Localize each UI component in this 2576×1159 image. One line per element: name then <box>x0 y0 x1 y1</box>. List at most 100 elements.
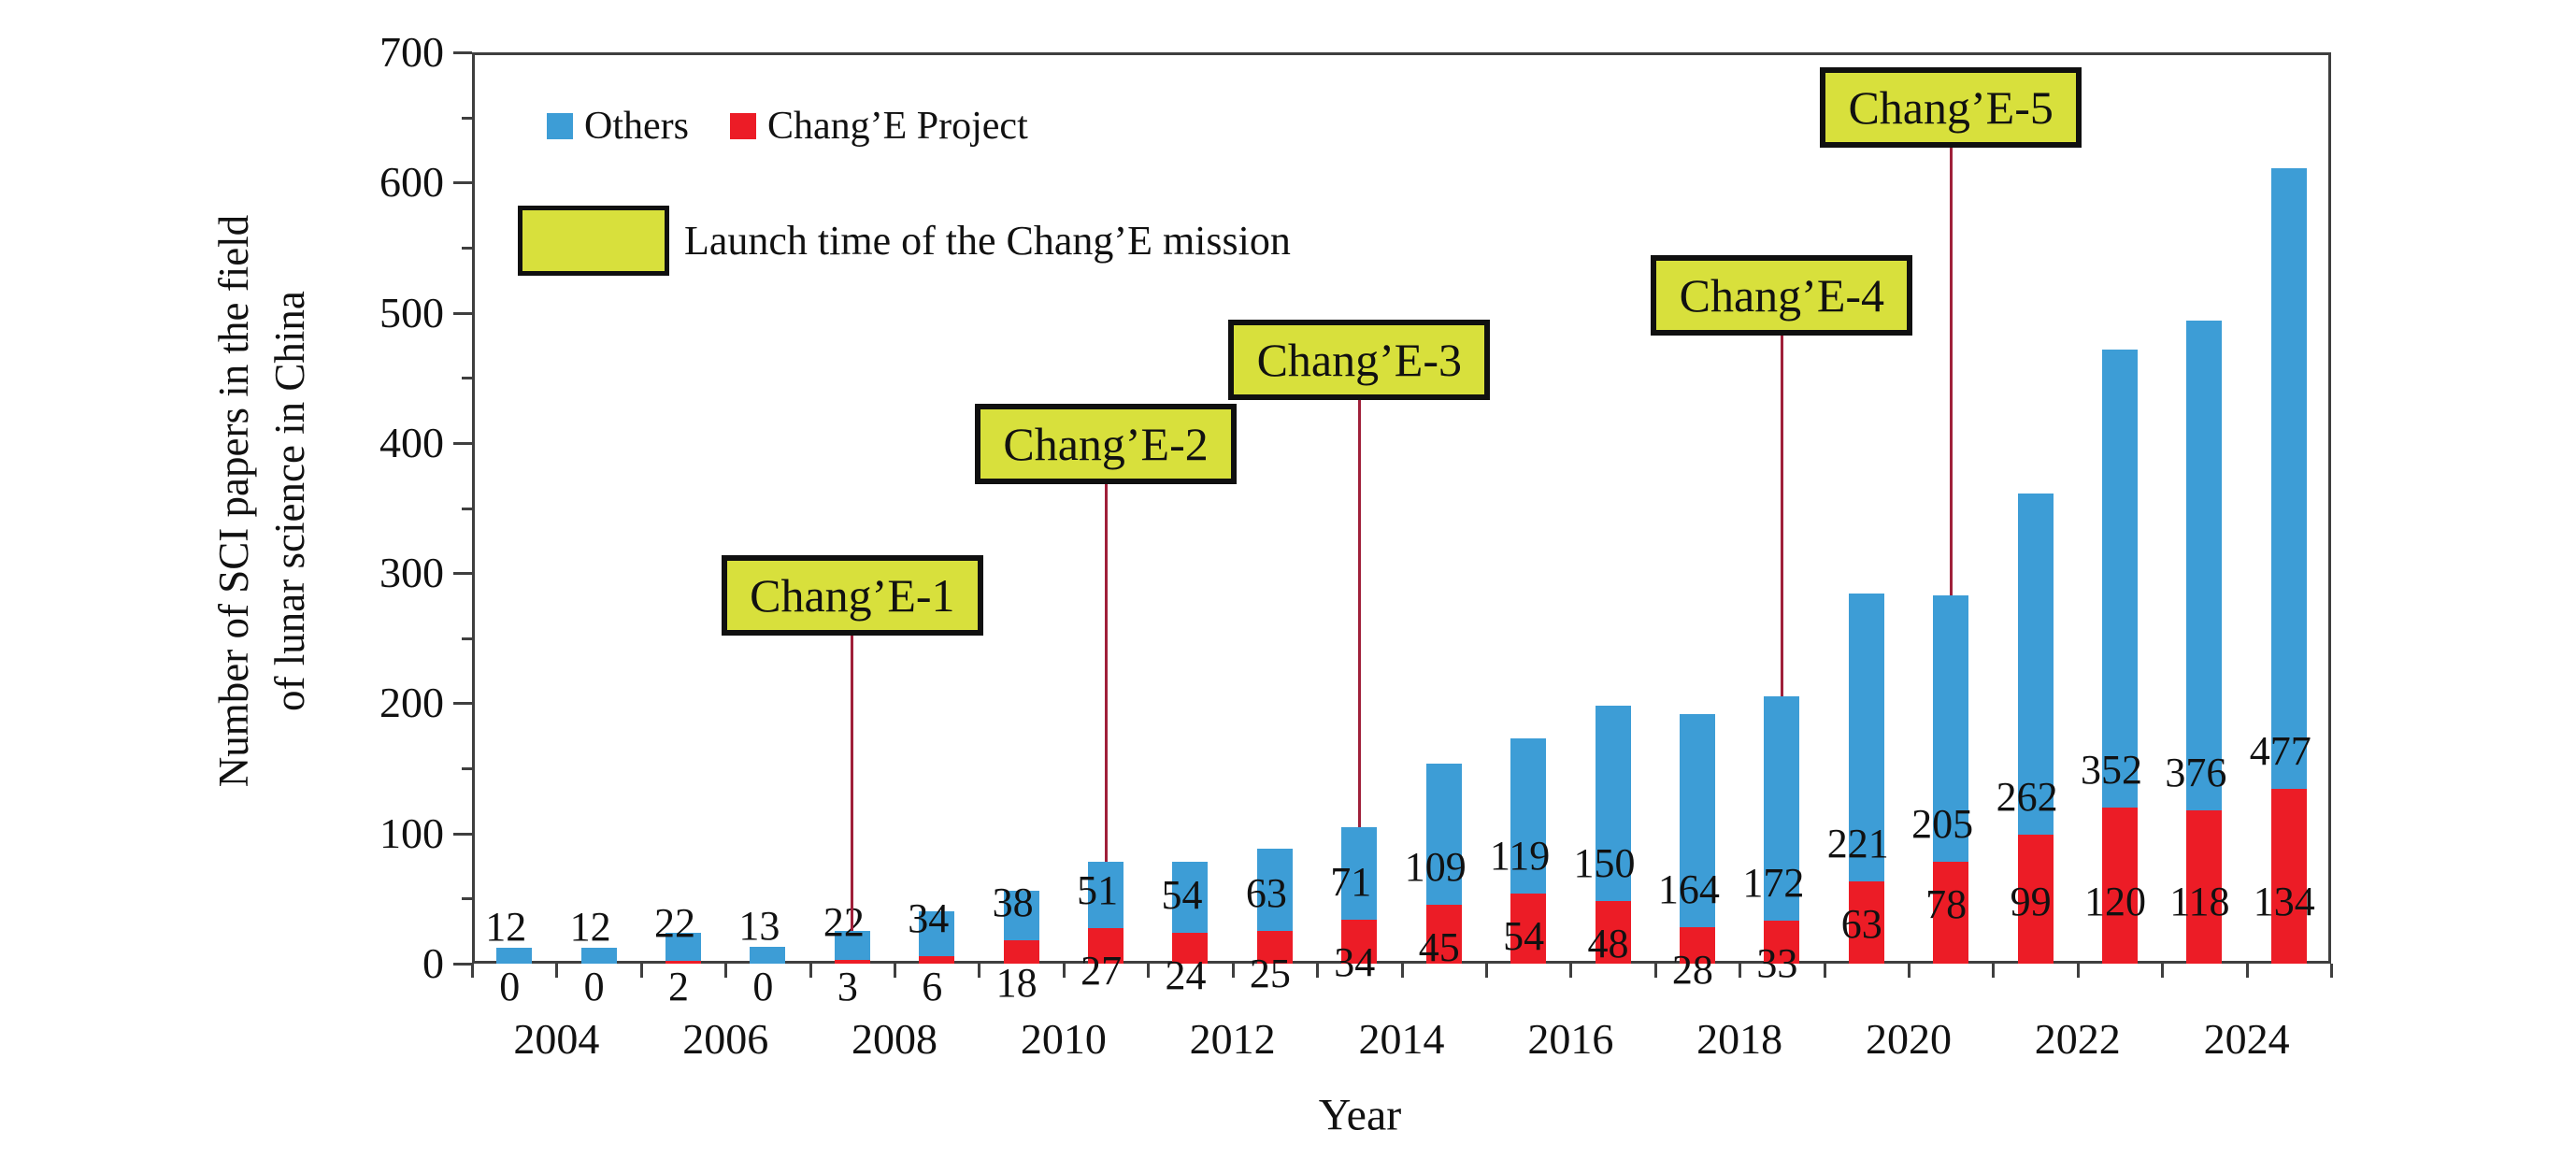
bar-label-others-2018: 172 <box>1742 860 1805 907</box>
bar-segment-change-2016 <box>1595 901 1631 964</box>
bar-label-change-2008: 6 <box>922 964 943 1009</box>
bar-segment-change-2017 <box>1679 927 1715 964</box>
bar-label-others-2011: 54 <box>1161 871 1203 918</box>
x-axis-tick-8 <box>1147 964 1151 978</box>
x-tick-label-2010: 2010 <box>1020 1015 1107 1063</box>
mission-line-2 <box>1104 484 1108 863</box>
mission-line-3 <box>1357 400 1361 827</box>
launch-time-legend-label: Launch time of the Chang’E mission <box>684 218 1291 264</box>
x-tick-label-2008: 2008 <box>852 1015 938 1063</box>
x-tick-label-2012: 2012 <box>1189 1015 1276 1063</box>
bar-label-others-2017: 164 <box>1657 866 1720 912</box>
change-project-legend-label: Chang’E Project <box>766 105 1028 148</box>
bar-segment-others-2012 <box>1256 849 1293 932</box>
others-legend-swatch <box>547 113 573 139</box>
bar-label-others-2014: 109 <box>1404 844 1467 891</box>
x-axis-tick-17 <box>1907 964 1911 978</box>
bar-segment-change-2005 <box>665 961 702 964</box>
bar-segment-change-2007 <box>834 959 870 964</box>
bar-segment-others-2006 <box>750 946 786 964</box>
bar-segment-others-2014 <box>1425 763 1462 906</box>
bar-segment-change-2019 <box>1848 881 1884 964</box>
x-axis-tick-16 <box>1823 964 1826 978</box>
x-axis-tick-21 <box>2245 964 2249 978</box>
y-axis-title-line1: Number of SCI papers in the field <box>210 214 257 788</box>
bar-label-change-2024: 134 <box>2253 879 2315 924</box>
bar-segment-others-2010 <box>1088 862 1124 929</box>
bar-label-change-2018: 33 <box>1756 940 1798 987</box>
x-axis-tick-1 <box>555 964 559 978</box>
launch-time-legend-swatch <box>518 206 669 276</box>
bar-label-others-2010: 51 <box>1077 867 1119 914</box>
bar-label-change-2017: 28 <box>1671 947 1713 993</box>
bar-segment-others-2019 <box>1848 594 1884 882</box>
y-axis-tick-650 <box>462 116 472 120</box>
y-axis-tick-0 <box>453 963 472 966</box>
bar-label-others-2016: 150 <box>1573 840 1636 887</box>
bar-label-change-2003: 0 <box>499 964 521 1009</box>
bar-segment-change-2010 <box>1088 928 1124 964</box>
bar-label-others-2021: 262 <box>1996 774 2058 821</box>
x-axis-tick-22 <box>2330 964 2333 978</box>
x-axis-tick-6 <box>978 964 981 978</box>
y-axis-tick-300 <box>453 572 472 576</box>
y-axis-title-line2: of lunar science in China <box>266 291 313 711</box>
bar-label-change-2007: 3 <box>837 964 858 1009</box>
bar-label-change-2021: 99 <box>2010 879 2052 924</box>
mission-box-3: Chang’E-3 <box>1228 320 1491 400</box>
y-axis-tick-450 <box>462 377 472 380</box>
bar-label-others-2007: 22 <box>823 898 865 945</box>
x-axis-tick-2 <box>639 964 643 978</box>
bar-label-others-2019: 221 <box>1826 821 1889 867</box>
bar-label-others-2005: 22 <box>654 900 696 947</box>
bar-segment-others-2004 <box>580 948 617 964</box>
y-axis-tick-500 <box>453 311 472 315</box>
bar-label-others-2006: 13 <box>738 903 780 949</box>
bar-segment-change-2018 <box>1764 921 1800 964</box>
bar-segment-others-2013 <box>1341 826 1378 920</box>
x-axis-tick-12 <box>1484 964 1488 978</box>
bar-label-change-2023: 118 <box>2169 879 2230 924</box>
x-tick-label-2018: 2018 <box>1696 1015 1783 1063</box>
bar-segment-change-2012 <box>1256 931 1293 964</box>
mission-box-5: Chang’E-5 <box>1820 67 2082 148</box>
x-axis-tick-11 <box>1400 964 1404 978</box>
x-axis-tick-19 <box>2076 964 2080 978</box>
x-axis-tick-3 <box>724 964 728 978</box>
bar-segment-others-2009 <box>1003 891 1039 940</box>
y-tick-label-400: 400 <box>379 418 444 466</box>
bar-label-others-2012: 63 <box>1245 870 1287 917</box>
bar-label-others-2020: 205 <box>1911 801 1974 848</box>
x-tick-label-2022: 2022 <box>2034 1015 2121 1063</box>
series-legend: Others Chang’E Project <box>547 104 1069 149</box>
x-axis-tick-15 <box>1739 964 1742 978</box>
y-axis-tick-400 <box>453 441 472 445</box>
x-axis-tick-18 <box>1992 964 1996 978</box>
y-axis-tick-250 <box>462 637 472 640</box>
bar-label-change-2015: 54 <box>1503 912 1545 959</box>
x-axis-tick-0 <box>471 964 474 978</box>
bar-segment-others-2017 <box>1679 713 1715 927</box>
y-axis-tick-150 <box>462 767 472 771</box>
bar-label-others-2023: 376 <box>2165 749 2227 795</box>
x-axis-tick-20 <box>2161 964 2165 978</box>
mission-line-4 <box>1780 336 1783 697</box>
x-tick-label-2020: 2020 <box>1865 1015 1952 1063</box>
bar-segment-others-2016 <box>1595 706 1631 902</box>
bar-label-change-2010: 27 <box>1080 948 1123 994</box>
bar-segment-others-2005 <box>665 932 702 962</box>
bar-label-others-2013: 71 <box>1330 858 1372 905</box>
bar-label-change-2004: 0 <box>583 964 605 1009</box>
x-axis-tick-5 <box>894 964 897 978</box>
x-tick-label-2024: 2024 <box>2203 1015 2290 1063</box>
mission-box-1: Chang’E-1 <box>721 555 983 636</box>
y-axis-tick-200 <box>453 702 472 706</box>
bar-segment-others-2018 <box>1764 696 1800 922</box>
x-axis-tick-4 <box>809 964 812 978</box>
bar-label-change-2019: 63 <box>1840 901 1882 948</box>
bar-segment-others-2023 <box>2186 320 2223 810</box>
x-axis-title: Year <box>1318 1090 1402 1140</box>
bar-label-change-2012: 25 <box>1249 951 1291 997</box>
bar-segment-change-2020 <box>1933 862 1969 964</box>
